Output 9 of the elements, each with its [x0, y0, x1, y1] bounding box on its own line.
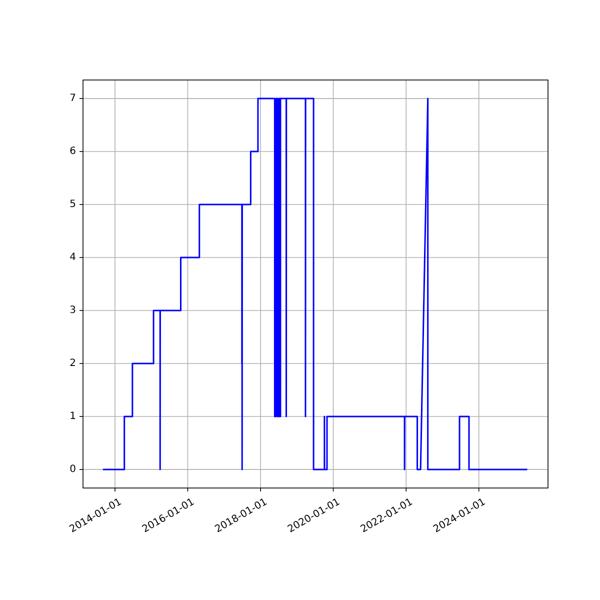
line-series	[102, 98, 528, 470]
y-tick-label: 3	[70, 304, 76, 316]
y-tick-label: 2	[70, 358, 76, 369]
y-tick-label: 7	[70, 93, 76, 104]
y-tick-label: 6	[70, 146, 76, 158]
y-tick-label: 0	[70, 464, 76, 475]
y-tick-label: 1	[70, 410, 76, 422]
y-tick-label: 5	[70, 199, 76, 210]
y-tick-label: 4	[70, 252, 76, 264]
